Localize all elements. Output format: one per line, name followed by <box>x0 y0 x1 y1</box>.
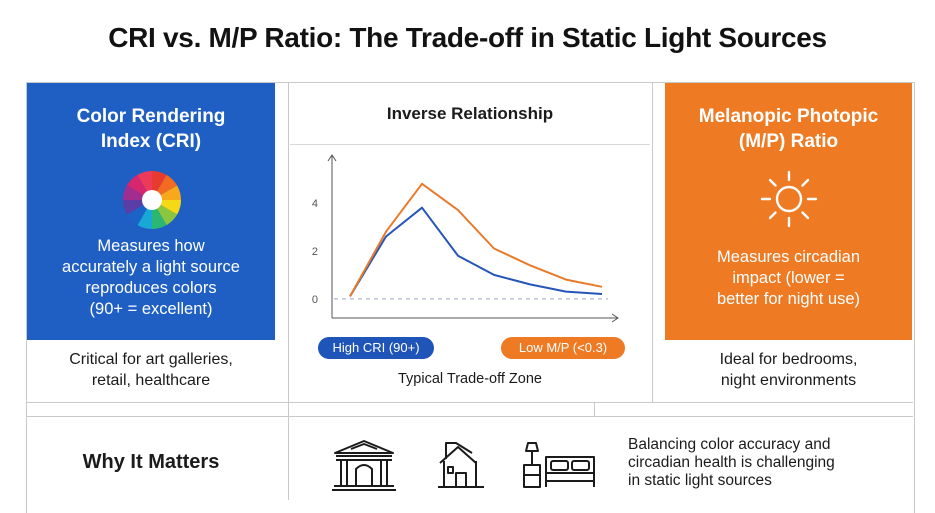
cri-panel: Color Rendering Index (CRI) Measures how… <box>27 83 275 340</box>
house-icon <box>438 442 484 488</box>
mp-use-note: Ideal for bedrooms, night environments <box>719 351 858 389</box>
high-cri-badge: High CRI (90+) <box>318 337 434 359</box>
cri-description: Measures how accurately a light source r… <box>62 237 240 318</box>
page-title: CRI vs. M/P Ratio: The Trade-off in Stat… <box>108 22 827 53</box>
museum-icon <box>332 440 396 491</box>
cri-use-note: Critical for art galleries, retail, heal… <box>69 351 233 389</box>
color-wheel-icon <box>123 171 181 229</box>
divider <box>594 402 595 416</box>
mp-panel: Melanopic Photopic (M/P) Ratio Measures … <box>665 83 912 340</box>
chart-title: Inverse Relationship <box>386 104 554 123</box>
tradeoff-zone-label: Typical Trade-off Zone <box>397 371 542 387</box>
series-line <box>349 182 603 297</box>
sun-icon <box>760 170 818 228</box>
y-tick-label: 0 <box>312 294 318 306</box>
line-chart: 0 2 4 <box>312 154 619 323</box>
y-tick-label: 4 <box>312 198 318 210</box>
divider <box>26 402 913 403</box>
color-wheel-center <box>142 190 162 210</box>
bedroom-icon <box>523 442 595 488</box>
divider <box>26 416 913 417</box>
low-mp-badge: Low M/P (<0.3) <box>501 337 625 359</box>
grid-frame <box>26 82 915 513</box>
divider <box>652 82 653 402</box>
y-axis-arrow <box>327 154 337 162</box>
divider <box>288 82 289 500</box>
y-tick-label: 2 <box>312 246 318 258</box>
mp-description: Measures circadian impact (lower = bette… <box>716 248 861 308</box>
series-line <box>349 206 603 297</box>
mp-panel-title: Melanopic Photopic (M/P) Ratio <box>698 106 879 152</box>
x-axis-arrow <box>611 313 619 323</box>
balance-statement: Balancing color accuracy and circadian h… <box>628 436 835 489</box>
why-it-matters-label: Why It Matters <box>82 451 220 473</box>
cri-panel-title: Color Rendering Index (CRI) <box>76 106 226 152</box>
chart-area: 0 2 4 <box>290 144 650 336</box>
